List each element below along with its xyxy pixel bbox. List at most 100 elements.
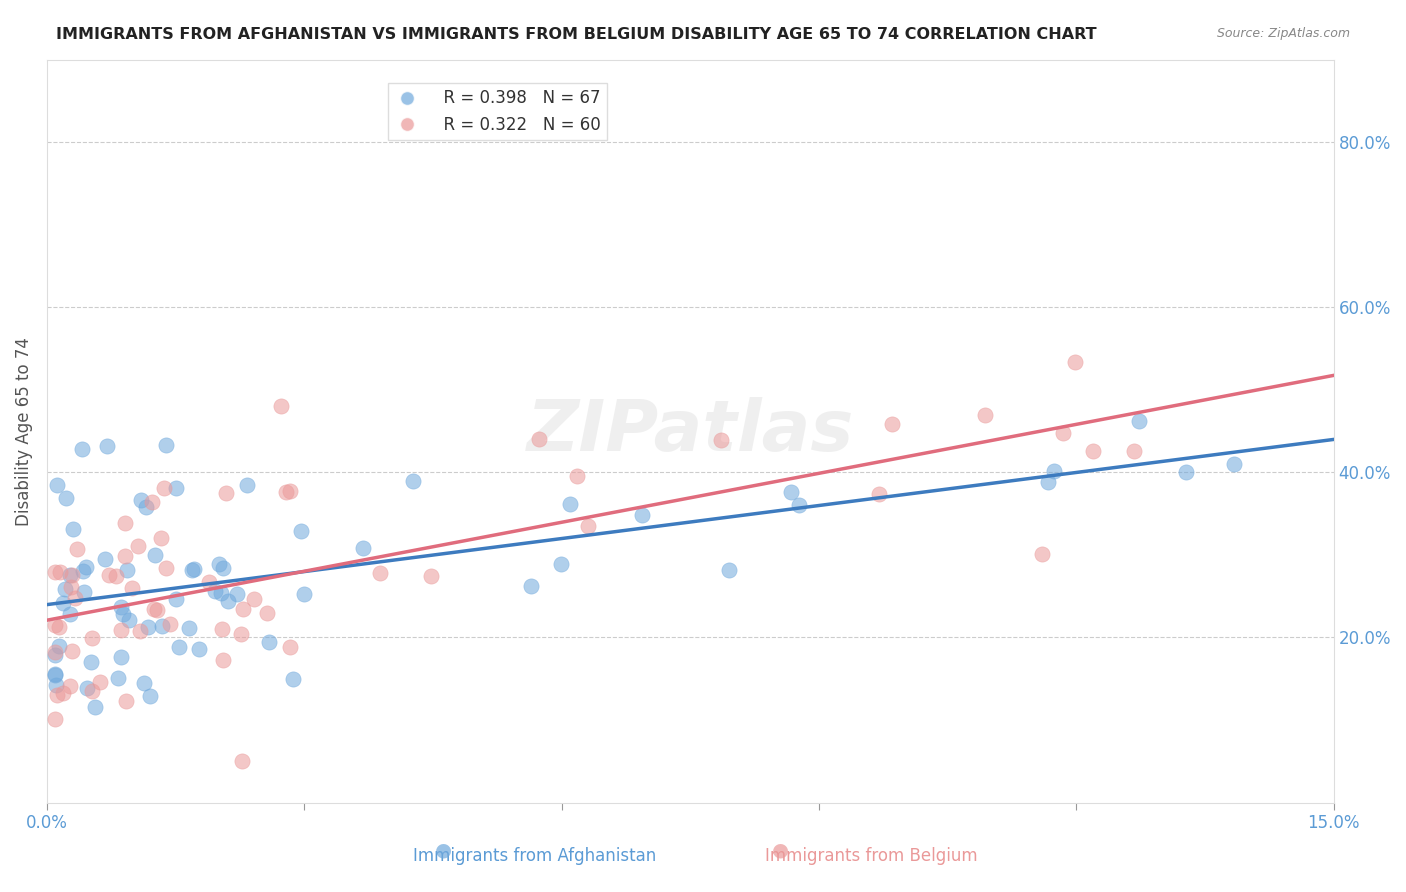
Point — [560, 497, 582, 511]
Point — [352, 541, 374, 555]
Point — [135, 500, 157, 514]
Legend:   R = 0.398   N = 67,   R = 0.322   N = 60: R = 0.398 N = 67, R = 0.322 N = 60 — [388, 83, 607, 140]
Point — [52, 686, 75, 700]
Point — [44, 712, 66, 726]
Point — [717, 563, 740, 577]
Point — [529, 432, 551, 446]
Point — [48, 619, 70, 633]
Text: Source: ZipAtlas.com: Source: ZipAtlas.com — [1216, 27, 1350, 40]
Point — [243, 591, 266, 606]
Point — [117, 563, 139, 577]
Point — [283, 672, 305, 686]
Point — [59, 580, 82, 594]
Point — [107, 671, 129, 685]
Point — [165, 591, 187, 606]
Point — [110, 599, 132, 614]
Point — [1043, 464, 1066, 478]
Point — [44, 565, 66, 579]
Text: Immigrants from Belgium: Immigrants from Belgium — [765, 847, 979, 865]
Point — [576, 518, 599, 533]
Point — [134, 676, 156, 690]
Point — [150, 531, 173, 545]
Point — [110, 623, 132, 637]
Point — [880, 417, 903, 431]
Point — [368, 566, 391, 581]
Point — [72, 564, 94, 578]
Point — [167, 640, 190, 654]
Point — [257, 635, 280, 649]
Point — [218, 594, 240, 608]
Point — [48, 565, 70, 579]
Point — [139, 690, 162, 704]
Point — [44, 617, 66, 632]
Point — [114, 516, 136, 531]
Point — [72, 442, 94, 456]
Point — [177, 621, 200, 635]
Point — [62, 522, 84, 536]
Point — [55, 491, 77, 505]
Point — [44, 648, 66, 662]
Point — [155, 438, 177, 452]
Point — [1174, 465, 1197, 479]
Point — [59, 567, 82, 582]
Point — [229, 627, 252, 641]
Point — [868, 486, 890, 500]
Point — [80, 655, 103, 669]
Point — [1128, 414, 1150, 428]
Point — [128, 624, 150, 638]
Point — [290, 524, 312, 538]
Point — [143, 602, 166, 616]
Point — [270, 399, 292, 413]
Point — [155, 561, 177, 575]
Text: ZIPatlas: ZIPatlas — [527, 397, 853, 466]
Text: ●: ● — [434, 840, 451, 859]
Point — [55, 582, 77, 596]
Point — [208, 558, 231, 572]
Point — [89, 675, 111, 690]
Point — [1063, 355, 1085, 369]
Point — [276, 484, 298, 499]
Point — [1122, 443, 1144, 458]
Point — [1083, 444, 1105, 458]
Text: ●: ● — [772, 840, 789, 859]
Point — [159, 616, 181, 631]
Point — [98, 567, 121, 582]
Point — [44, 667, 66, 681]
Point — [402, 474, 425, 488]
Point — [225, 587, 247, 601]
Text: Immigrants from Afghanistan: Immigrants from Afghanistan — [412, 847, 657, 865]
Point — [65, 591, 87, 605]
Text: IMMIGRANTS FROM AFGHANISTAN VS IMMIGRANTS FROM BELGIUM DISABILITY AGE 65 TO 74 C: IMMIGRANTS FROM AFGHANISTAN VS IMMIGRANT… — [56, 27, 1097, 42]
Point — [105, 568, 128, 582]
Point — [1038, 475, 1060, 489]
Point — [44, 668, 66, 682]
Point — [96, 439, 118, 453]
Point — [45, 478, 67, 492]
Point — [80, 632, 103, 646]
Point — [153, 481, 176, 495]
Point — [60, 644, 83, 658]
Point — [114, 549, 136, 563]
Point — [187, 641, 209, 656]
Point — [1052, 426, 1074, 441]
Point — [197, 575, 219, 590]
Point — [114, 693, 136, 707]
Point — [550, 558, 572, 572]
Point — [45, 678, 67, 692]
Point — [60, 567, 83, 582]
Point — [278, 640, 301, 654]
Point — [131, 493, 153, 508]
Point — [121, 582, 143, 596]
Point — [48, 640, 70, 654]
Point — [787, 498, 810, 512]
Point — [183, 561, 205, 575]
Point — [59, 679, 82, 693]
Point — [1031, 547, 1053, 561]
Y-axis label: Disability Age 65 to 74: Disability Age 65 to 74 — [15, 336, 32, 525]
Point — [419, 569, 441, 583]
Point — [211, 585, 233, 599]
Point — [46, 688, 69, 702]
Point — [292, 587, 315, 601]
Point — [145, 603, 167, 617]
Point — [520, 579, 543, 593]
